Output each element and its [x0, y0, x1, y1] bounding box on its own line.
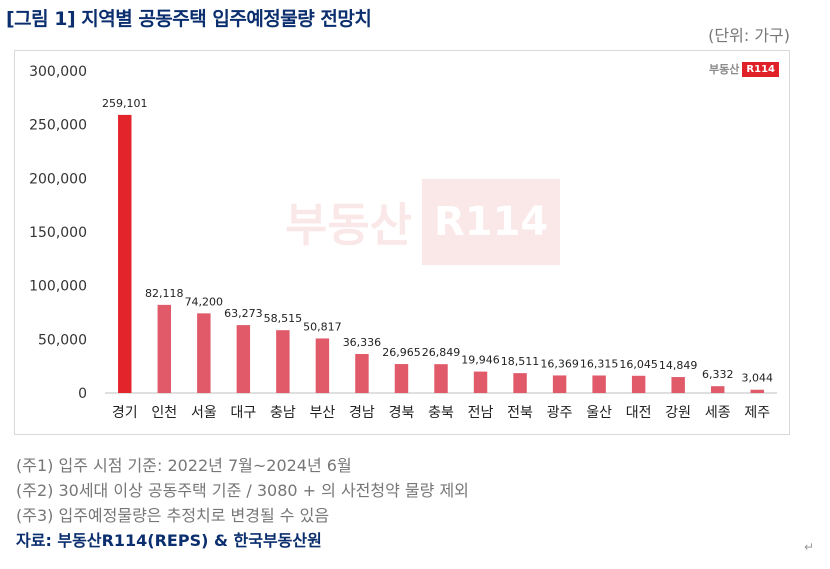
data-label: 26,965	[382, 346, 421, 359]
bar	[315, 338, 330, 393]
y-tick-label: 150,000	[29, 225, 87, 241]
data-label: 36,336	[343, 336, 382, 349]
data-label: 26,849	[422, 346, 461, 359]
y-tick-label: 200,000	[29, 171, 87, 187]
brand-logo: 부동산 R114	[709, 61, 779, 77]
data-label: 82,118	[145, 287, 184, 300]
x-tick-label: 충북	[428, 405, 454, 421]
x-tick-label: 인천	[151, 405, 177, 421]
unit-label: (단위: 가구)	[708, 26, 790, 45]
x-tick-label: 강원	[665, 405, 691, 421]
data-label: 50,817	[303, 320, 342, 333]
y-tick-label: 0	[78, 386, 87, 402]
y-tick-label: 300,000	[29, 64, 87, 80]
x-tick-label: 전북	[507, 405, 533, 421]
x-tick-label: 울산	[586, 405, 612, 421]
bar	[434, 364, 448, 393]
bar	[394, 364, 409, 393]
data-label: 58,515	[264, 312, 303, 325]
bar	[276, 330, 290, 393]
chart-container: 부동산 R114 부동산 R114 0 50,000 100,000 150,000 2…	[14, 50, 790, 435]
bar	[631, 375, 646, 393]
bar	[355, 353, 369, 393]
data-label: 3,044	[741, 372, 773, 385]
x-tick-label: 서울	[191, 405, 217, 421]
y-tick-label: 100,000	[29, 279, 87, 295]
bar	[157, 304, 172, 393]
data-label: 259,101	[102, 97, 148, 110]
data-label: 6,332	[702, 368, 734, 381]
bar	[552, 375, 567, 393]
return-mark: ↵	[803, 540, 814, 554]
data-label: 16,045	[619, 358, 658, 371]
x-tick-label: 경북	[389, 405, 415, 421]
data-label: 19,946	[461, 354, 500, 367]
bar	[671, 377, 685, 393]
footnote-2: (주2) 30세대 이상 공동주택 기준 / 3080 + 의 사전청약 물량 …	[16, 481, 469, 500]
brand-mark: R114	[742, 61, 779, 77]
data-label: 63,273	[224, 307, 263, 320]
bar-chart: 0 50,000 100,000 150,000 200,000 250,000 300,0…	[29, 64, 777, 421]
x-tick-label: 제주	[744, 405, 770, 421]
bar	[592, 375, 606, 393]
bar	[236, 325, 251, 393]
x-tick-label: 충남	[270, 405, 296, 421]
bar	[710, 386, 725, 393]
x-tick-label: 대전	[626, 405, 652, 421]
x-tick-label: 경남	[349, 405, 375, 421]
brand-text: 부동산	[709, 63, 740, 76]
data-label: 16,315	[580, 357, 619, 370]
y-tick-label: 250,000	[29, 118, 87, 134]
x-tick-label: 부산	[310, 405, 336, 421]
x-tick-label: 전남	[468, 405, 494, 421]
data-label: 74,200	[185, 295, 224, 308]
footnote-1: (주1) 입주 시점 기준: 2022년 7월~2024년 6월	[16, 456, 352, 475]
x-tick-label: 대구	[230, 405, 256, 421]
source-label: 자료: 부동산R114(REPS) & 한국부동산원	[16, 531, 322, 550]
y-tick-label: 50,000	[38, 332, 87, 348]
data-label: 14,849	[659, 359, 698, 372]
bar	[750, 389, 764, 393]
data-label: 18,511	[501, 355, 540, 368]
bar	[118, 114, 132, 393]
data-label: 16,369	[540, 357, 579, 370]
bar	[513, 373, 527, 393]
figure-title: [그림 1] 지역별 공동주택 입주예정물량 전망치	[6, 8, 372, 30]
x-tick-label: 경기	[112, 405, 138, 421]
footnote-3: (주3) 입주예정물량은 추정치로 변경될 수 있음	[16, 506, 330, 525]
bar	[473, 371, 488, 393]
x-tick-label: 광주	[547, 405, 573, 421]
bar	[197, 313, 211, 393]
x-tick-label: 세종	[705, 405, 731, 421]
